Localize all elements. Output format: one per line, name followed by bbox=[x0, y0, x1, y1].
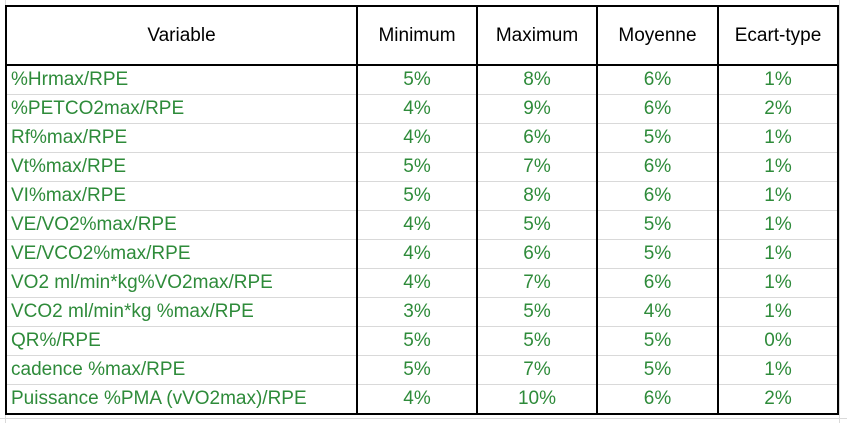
cell-ecart-type[interactable]: 1% bbox=[717, 268, 839, 298]
cell-moyenne[interactable]: 6% bbox=[596, 181, 719, 211]
table-row: %PETCO2max/RPE 4% 9% 6% 2% bbox=[5, 94, 839, 124]
cell-variable[interactable]: Vt%max/RPE bbox=[5, 152, 358, 182]
cell-moyenne[interactable]: 6% bbox=[596, 65, 719, 95]
cell-ecart-type[interactable]: 1% bbox=[717, 123, 839, 153]
cell-variable[interactable]: Puissance %PMA (vVO2max)/RPE bbox=[5, 384, 358, 414]
cell-variable[interactable]: %Hrmax/RPE bbox=[5, 65, 358, 95]
cell-minimum[interactable]: 5% bbox=[356, 65, 478, 95]
cell-maximum[interactable]: 7% bbox=[476, 268, 598, 298]
cell-ecart-type[interactable]: 2% bbox=[717, 384, 839, 414]
cell-maximum[interactable]: 5% bbox=[476, 297, 598, 327]
cell-variable[interactable]: VE/VO2%max/RPE bbox=[5, 210, 358, 240]
table-row: Rf%max/RPE 4% 6% 5% 1% bbox=[5, 123, 839, 153]
cell-ecart-type[interactable]: 1% bbox=[717, 65, 839, 95]
cell-maximum[interactable]: 8% bbox=[476, 181, 598, 211]
table-row: VO2 ml/min*kg%VO2max/RPE 4% 7% 6% 1% bbox=[5, 268, 839, 298]
cell-variable[interactable]: VI%max/RPE bbox=[5, 181, 358, 211]
header-ecart-type[interactable]: Ecart-type bbox=[717, 6, 839, 66]
table-row: QR%/RPE 5% 5% 5% 0% bbox=[5, 326, 839, 356]
cell-moyenne[interactable]: 5% bbox=[596, 210, 719, 240]
table-row: Vt%max/RPE 5% 7% 6% 1% bbox=[5, 152, 839, 182]
cell-variable[interactable]: VO2 ml/min*kg%VO2max/RPE bbox=[5, 268, 358, 298]
cell-ecart-type[interactable]: 1% bbox=[717, 152, 839, 182]
cell-maximum[interactable]: 10% bbox=[476, 384, 598, 414]
table-row: VE/VCO2%max/RPE 4% 6% 5% 1% bbox=[5, 239, 839, 269]
grid-column-line bbox=[839, 0, 840, 423]
cell-ecart-type[interactable]: 1% bbox=[717, 239, 839, 269]
cell-minimum[interactable]: 4% bbox=[356, 239, 478, 269]
table-row: VI%max/RPE 5% 8% 6% 1% bbox=[5, 181, 839, 211]
cell-minimum[interactable]: 4% bbox=[356, 210, 478, 240]
cell-minimum[interactable]: 4% bbox=[356, 123, 478, 153]
cell-maximum[interactable]: 5% bbox=[476, 210, 598, 240]
cell-variable[interactable]: QR%/RPE bbox=[5, 326, 358, 356]
cell-ecart-type[interactable]: 0% bbox=[717, 326, 839, 356]
cell-moyenne[interactable]: 5% bbox=[596, 239, 719, 269]
header-minimum[interactable]: Minimum bbox=[356, 6, 478, 66]
header-row: Variable Minimum Maximum Moyenne Ecart-t… bbox=[5, 6, 839, 66]
cell-minimum[interactable]: 5% bbox=[356, 181, 478, 211]
cell-minimum[interactable]: 5% bbox=[356, 355, 478, 385]
table-row: Puissance %PMA (vVO2max)/RPE 4% 10% 6% 2% bbox=[5, 384, 839, 414]
table-row: VE/VO2%max/RPE 4% 5% 5% 1% bbox=[5, 210, 839, 240]
cell-maximum[interactable]: 6% bbox=[476, 239, 598, 269]
cell-moyenne[interactable]: 5% bbox=[596, 355, 719, 385]
table-row: %Hrmax/RPE 5% 8% 6% 1% bbox=[5, 65, 839, 95]
cell-minimum[interactable]: 4% bbox=[356, 384, 478, 414]
cell-variable[interactable]: %PETCO2max/RPE bbox=[5, 94, 358, 124]
cell-minimum[interactable]: 5% bbox=[356, 152, 478, 182]
cell-maximum[interactable]: 8% bbox=[476, 65, 598, 95]
header-variable[interactable]: Variable bbox=[5, 6, 358, 66]
table-row: VCO2 ml/min*kg %max/RPE 3% 5% 4% 1% bbox=[5, 297, 839, 327]
cell-variable[interactable]: Rf%max/RPE bbox=[5, 123, 358, 153]
cell-maximum[interactable]: 5% bbox=[476, 326, 598, 356]
cell-minimum[interactable]: 4% bbox=[356, 94, 478, 124]
cell-moyenne[interactable]: 6% bbox=[596, 384, 719, 414]
cell-moyenne[interactable]: 6% bbox=[596, 152, 719, 182]
cell-moyenne[interactable]: 6% bbox=[596, 268, 719, 298]
cell-minimum[interactable]: 4% bbox=[356, 268, 478, 298]
cell-moyenne[interactable]: 5% bbox=[596, 123, 719, 153]
cell-variable[interactable]: VCO2 ml/min*kg %max/RPE bbox=[5, 297, 358, 327]
cell-moyenne[interactable]: 5% bbox=[596, 326, 719, 356]
cell-maximum[interactable]: 7% bbox=[476, 152, 598, 182]
cell-ecart-type[interactable]: 1% bbox=[717, 355, 839, 385]
cell-maximum[interactable]: 6% bbox=[476, 123, 598, 153]
cell-minimum[interactable]: 3% bbox=[356, 297, 478, 327]
header-moyenne[interactable]: Moyenne bbox=[596, 6, 719, 66]
cell-ecart-type[interactable]: 1% bbox=[717, 210, 839, 240]
cell-maximum[interactable]: 9% bbox=[476, 94, 598, 124]
grid-row-line bbox=[0, 418, 847, 419]
cell-ecart-type[interactable]: 1% bbox=[717, 181, 839, 211]
cell-variable[interactable]: cadence %max/RPE bbox=[5, 355, 358, 385]
cell-ecart-type[interactable]: 2% bbox=[717, 94, 839, 124]
statistics-table: Variable Minimum Maximum Moyenne Ecart-t… bbox=[5, 5, 839, 415]
header-maximum[interactable]: Maximum bbox=[476, 6, 598, 66]
table-row: cadence %max/RPE 5% 7% 5% 1% bbox=[5, 355, 839, 385]
cell-minimum[interactable]: 5% bbox=[356, 326, 478, 356]
cell-maximum[interactable]: 7% bbox=[476, 355, 598, 385]
cell-moyenne[interactable]: 6% bbox=[596, 94, 719, 124]
cell-moyenne[interactable]: 4% bbox=[596, 297, 719, 327]
cell-variable[interactable]: VE/VCO2%max/RPE bbox=[5, 239, 358, 269]
cell-ecart-type[interactable]: 1% bbox=[717, 297, 839, 327]
